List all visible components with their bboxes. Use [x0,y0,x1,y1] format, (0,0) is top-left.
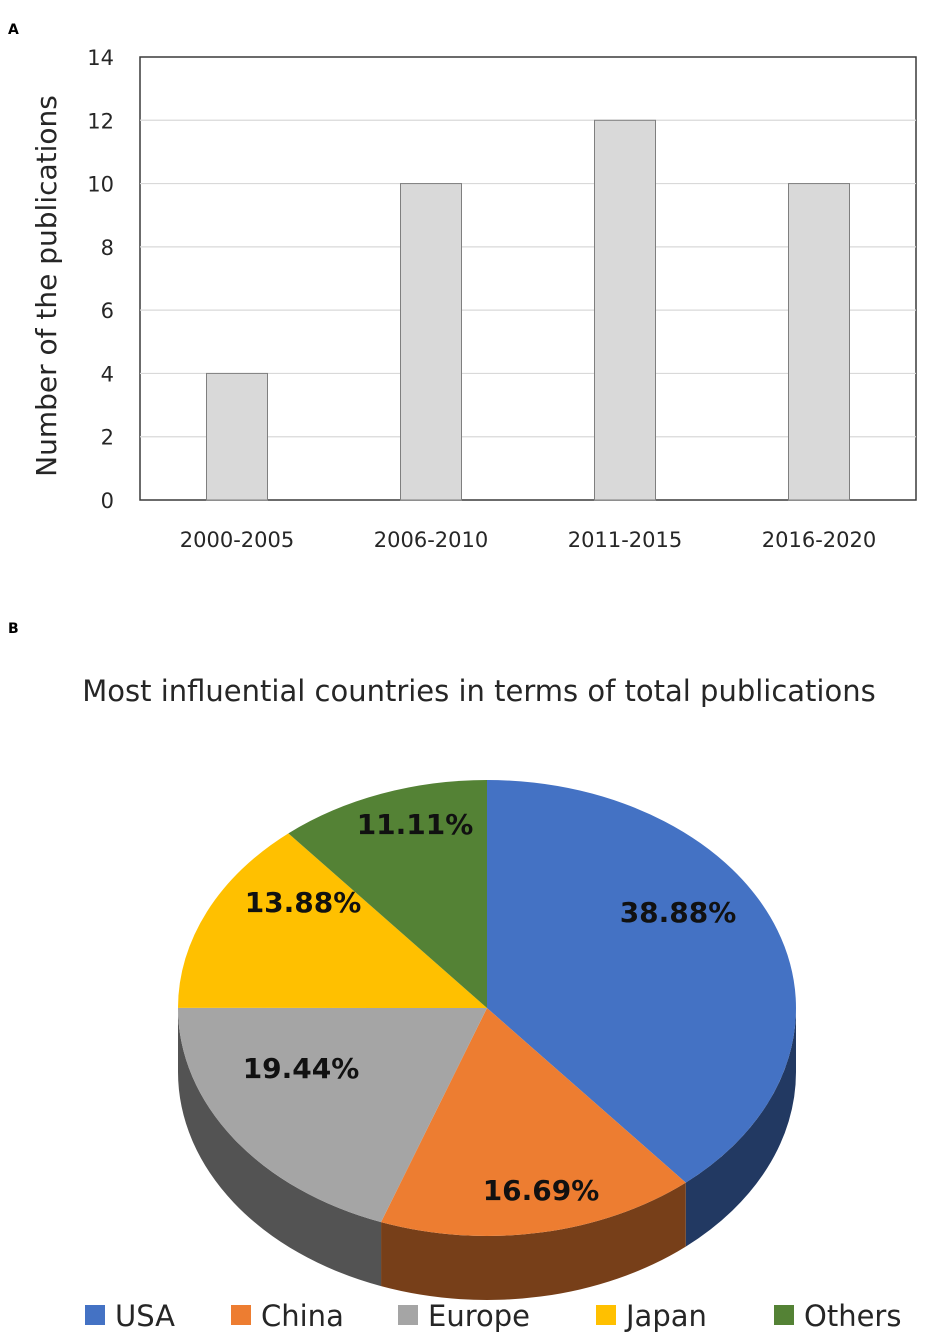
y-tick-label: 14 [87,46,114,70]
pie-slice-USA [487,780,797,1183]
pie-label-Others: 11.11% [357,808,474,841]
bar-grid [140,119,916,438]
y-tick-label: 4 [101,362,114,386]
bar-2000-2005 [206,372,268,501]
pie-title: Most influential countries in terms of t… [82,674,875,708]
legend-swatch-China [231,1305,251,1325]
y-tick-label: 2 [101,426,114,450]
panel-label-b: B [8,621,19,637]
y-axis-title: Number of the publications [30,95,63,477]
pie-slice-China [381,1008,686,1237]
y-tick-label: 6 [101,299,114,323]
y-tick-label: 12 [87,109,114,133]
bar-xticks: 2000-2005 2006-2010 2011-2015 2016-2020 [180,528,876,552]
legend-label-Others: Others [804,1299,901,1333]
x-tick-label: 2011-2015 [568,528,682,552]
bar-yticks: 0 2 4 6 8 10 12 14 [87,46,114,513]
legend-label-Japan: Japan [624,1299,707,1333]
bar-marks [206,119,850,501]
pie-slice-Japan [178,833,487,1008]
pie-depth [178,1008,797,1300]
bar-2011-2015 [594,119,656,501]
x-tick-label: 2000-2005 [180,528,294,552]
pie-label-China: 16.69% [483,1174,600,1207]
pie-slices [178,780,797,1237]
y-tick-label: 10 [87,173,114,197]
pie-slice-Europe [178,1007,487,1223]
pie-side-Europe [178,1008,382,1287]
legend-swatch-Japan [596,1305,616,1325]
pie-slice-Others [288,780,487,1008]
pie-chart: Most influential countries in terms of t… [82,674,901,1333]
pie-side-China [381,1182,686,1300]
pie-label-Japan: 13.88% [245,886,362,919]
y-tick-label: 0 [101,489,114,513]
legend-label-USA: USA [115,1299,175,1333]
y-tick-label: 8 [101,236,114,260]
pie-labels: 38.88% 16.69% 19.44% 13.88% 11.11% [243,808,737,1207]
legend-label-Europe: Europe [428,1299,530,1333]
plot-area-border [139,56,917,501]
x-tick-label: 2006-2010 [374,528,488,552]
legend-label-China: China [261,1299,344,1333]
pie-label-USA: 38.88% [620,896,737,929]
pie-legend: USA China Europe Japan Others [85,1299,901,1333]
pie-label-Europe: 19.44% [243,1052,360,1085]
legend-swatch-Europe [398,1305,418,1325]
bar-2016-2020 [788,183,850,501]
panel-label-a: A [8,22,19,38]
pie-side-USA [685,1008,797,1247]
legend-swatch-Others [774,1305,794,1325]
legend-swatch-USA [85,1305,105,1325]
x-tick-label: 2016-2020 [762,528,876,552]
bar-2006-2010 [400,183,462,501]
